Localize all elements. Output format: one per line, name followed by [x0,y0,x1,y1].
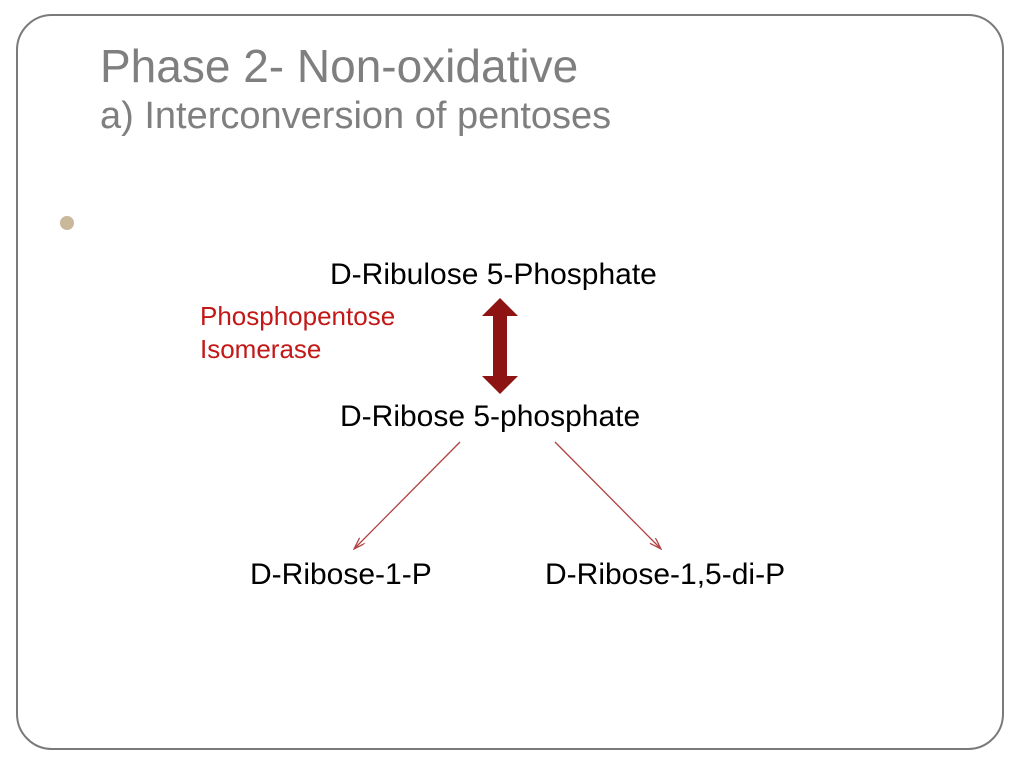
arrows-svg [0,0,1024,768]
node-ribose-15dp: D-Ribose-1,5-di-P [545,558,785,592]
enzyme-label: Phosphopentose Isomerase [200,300,395,365]
node-ribose-1p: D-Ribose-1-P [250,558,432,592]
node-ribulose-5p: D-Ribulose 5-Phosphate [330,258,657,292]
enzyme-line1: Phosphopentose [200,301,395,331]
double-arrow-icon [482,298,518,394]
node-ribose-5p: D-Ribose 5-phosphate [340,400,640,434]
pathway-diagram: D-Ribulose 5-Phosphate D-Ribose 5-phosph… [0,0,1024,768]
enzyme-line2: Isomerase [200,334,321,364]
branch-arrows [355,442,660,548]
